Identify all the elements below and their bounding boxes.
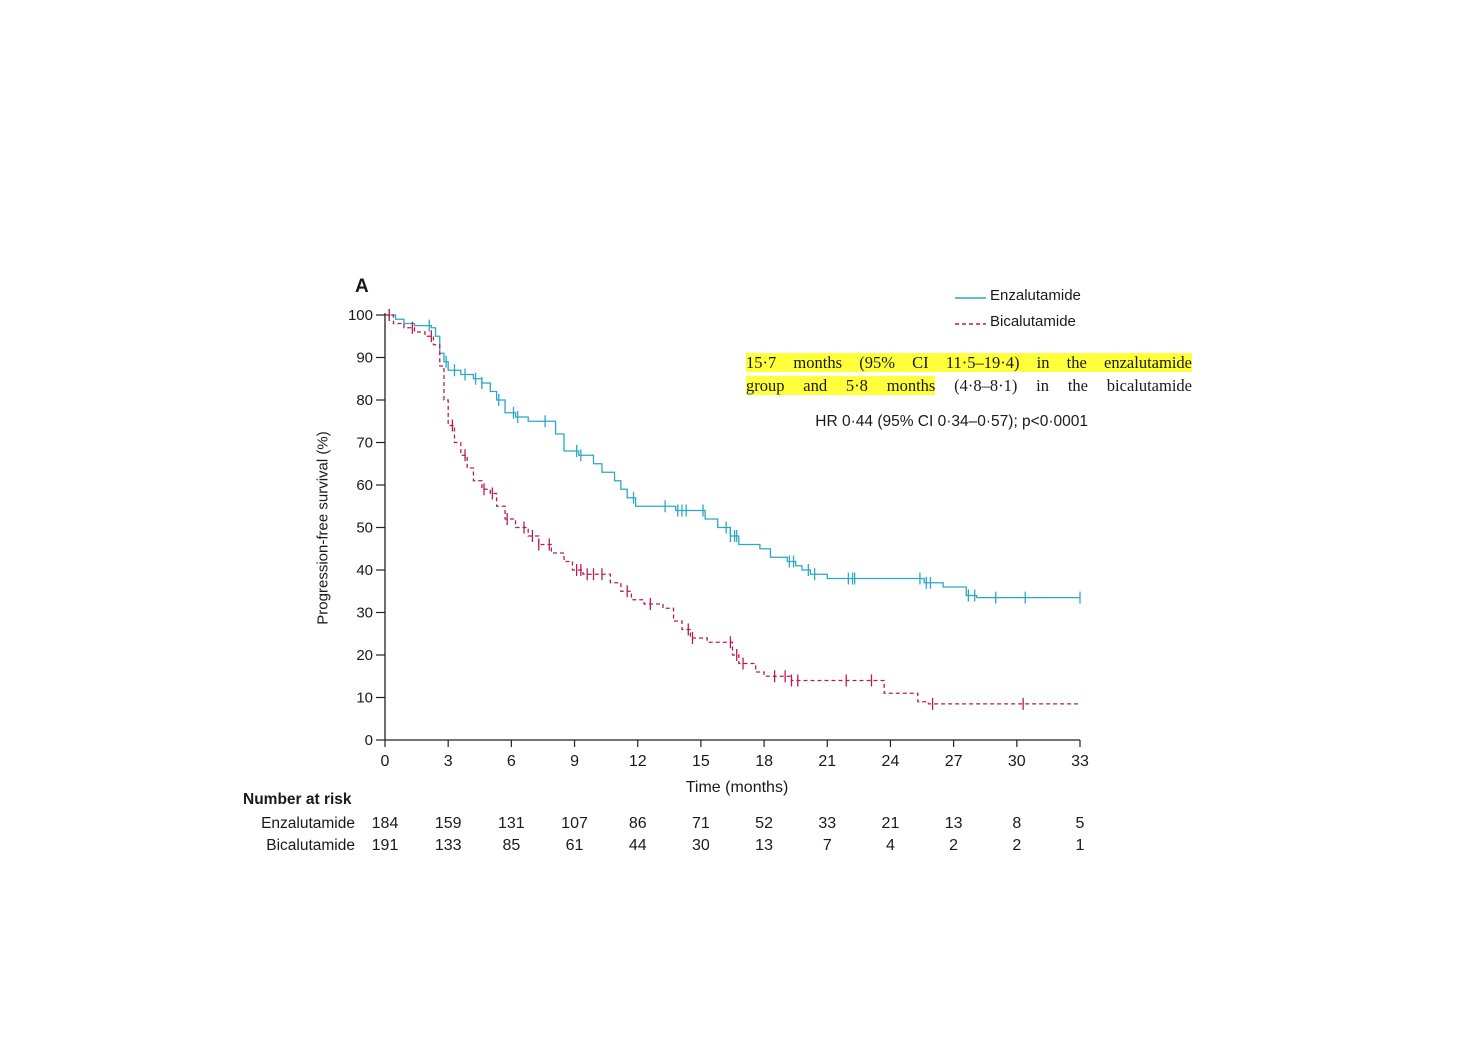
x-tick-label: 30 [1008, 753, 1026, 770]
risk-value-enzalutamide: 52 [755, 815, 773, 832]
y-tick-label: 20 [356, 647, 373, 664]
axes: 0 10 20 30 40 50 60 70 80 90 100 0 3 6 9 12 15 18 21 24 27 30… [348, 307, 1089, 770]
risk-value-enzalutamide: 131 [498, 815, 525, 832]
legend-label-bicalutamide: Bicalutamide [990, 313, 1076, 330]
y-tick-label: 60 [356, 477, 373, 494]
y-tick-label: 40 [356, 562, 373, 579]
x-tick-label: 6 [507, 753, 516, 770]
median-annotation-line1: 15·7 months (95% CI 11·5–19·4) in the en… [746, 353, 1192, 373]
risk-value-enzalutamide: 107 [561, 815, 588, 832]
risk-value-bicalutamide: 13 [755, 837, 773, 854]
risk-value-bicalutamide: 44 [628, 837, 647, 854]
median-annotation-line2: group and 5·8 months (4·8–8·1) in the bi… [746, 376, 1192, 396]
risk-value-enzalutamide: 13 [944, 815, 963, 832]
y-tick-label: 10 [356, 690, 373, 707]
risk-value-bicalutamide: 2 [949, 837, 959, 854]
highlight-text-2: group and 5·8 months [746, 376, 936, 395]
legend-label-enzalutamide: Enzalutamide [990, 287, 1081, 304]
highlight-text-1: 15·7 months (95% CI 11·5–19·4) in the en… [746, 353, 1192, 372]
y-tick-label: 70 [356, 435, 373, 452]
y-tick-label: 50 [356, 520, 373, 537]
survival-curves [385, 309, 1081, 710]
risk-value-bicalutamide: 1 [1075, 837, 1085, 854]
x-tick-label: 33 [1071, 753, 1089, 770]
survival-curve-bicalutamide [385, 314, 1080, 705]
risk-value-enzalutamide: 184 [371, 815, 399, 832]
risk-row-label-enzalutamide: Enzalutamide [261, 815, 355, 832]
annotation-text-rest: (4·8–8·1) in the bicalutamide [935, 376, 1192, 395]
risk-value-enzalutamide: 5 [1075, 815, 1085, 832]
x-tick-label: 24 [882, 753, 900, 770]
risk-value-bicalutamide: 61 [565, 837, 584, 854]
risk-value-enzalutamide: 8 [1012, 815, 1022, 832]
y-tick-label: 30 [356, 605, 373, 622]
x-tick-label: 9 [570, 753, 579, 770]
legend [955, 297, 986, 325]
y-tick-label: 0 [365, 732, 373, 749]
risk-value-enzalutamide: 33 [818, 815, 837, 832]
x-tick-label: 3 [444, 753, 453, 770]
y-tick-label: 100 [348, 307, 373, 324]
risk-value-enzalutamide: 21 [881, 815, 900, 832]
risk-value-bicalutamide: 4 [886, 837, 895, 854]
risk-value-enzalutamide: 71 [692, 815, 710, 832]
x-tick-label: 21 [818, 753, 836, 770]
y-axis-label: Progression-free survival (%) [314, 431, 332, 625]
x-tick-label: 18 [755, 753, 773, 770]
risk-value-bicalutamide: 191 [371, 837, 399, 854]
risk-value-bicalutamide: 2 [1012, 837, 1022, 854]
x-tick-label: 27 [945, 753, 963, 770]
panel-label: A [355, 276, 369, 297]
risk-value-bicalutamide: 7 [822, 837, 832, 854]
y-tick-label: 90 [356, 350, 373, 367]
risk-value-enzalutamide: 86 [628, 815, 647, 832]
risk-value-bicalutamide: 85 [502, 837, 521, 854]
risk-value-bicalutamide: 30 [692, 837, 710, 854]
x-tick-label: 0 [381, 753, 390, 770]
hazard-ratio-text: HR 0·44 (95% CI 0·34–0·57); p<0·0001 [815, 413, 1088, 430]
risk-table-title: Number at risk [243, 791, 352, 808]
y-tick-label: 80 [356, 392, 373, 409]
risk-value-bicalutamide: 133 [434, 837, 462, 854]
risk-value-enzalutamide: 159 [434, 815, 462, 832]
x-axis-label: Time (months) [685, 779, 789, 796]
x-tick-label: 15 [692, 753, 710, 770]
survival-curve-enzalutamide [385, 314, 1080, 599]
risk-row-label-bicalutamide: Bicalutamide [266, 837, 355, 854]
x-tick-label: 12 [629, 753, 647, 770]
